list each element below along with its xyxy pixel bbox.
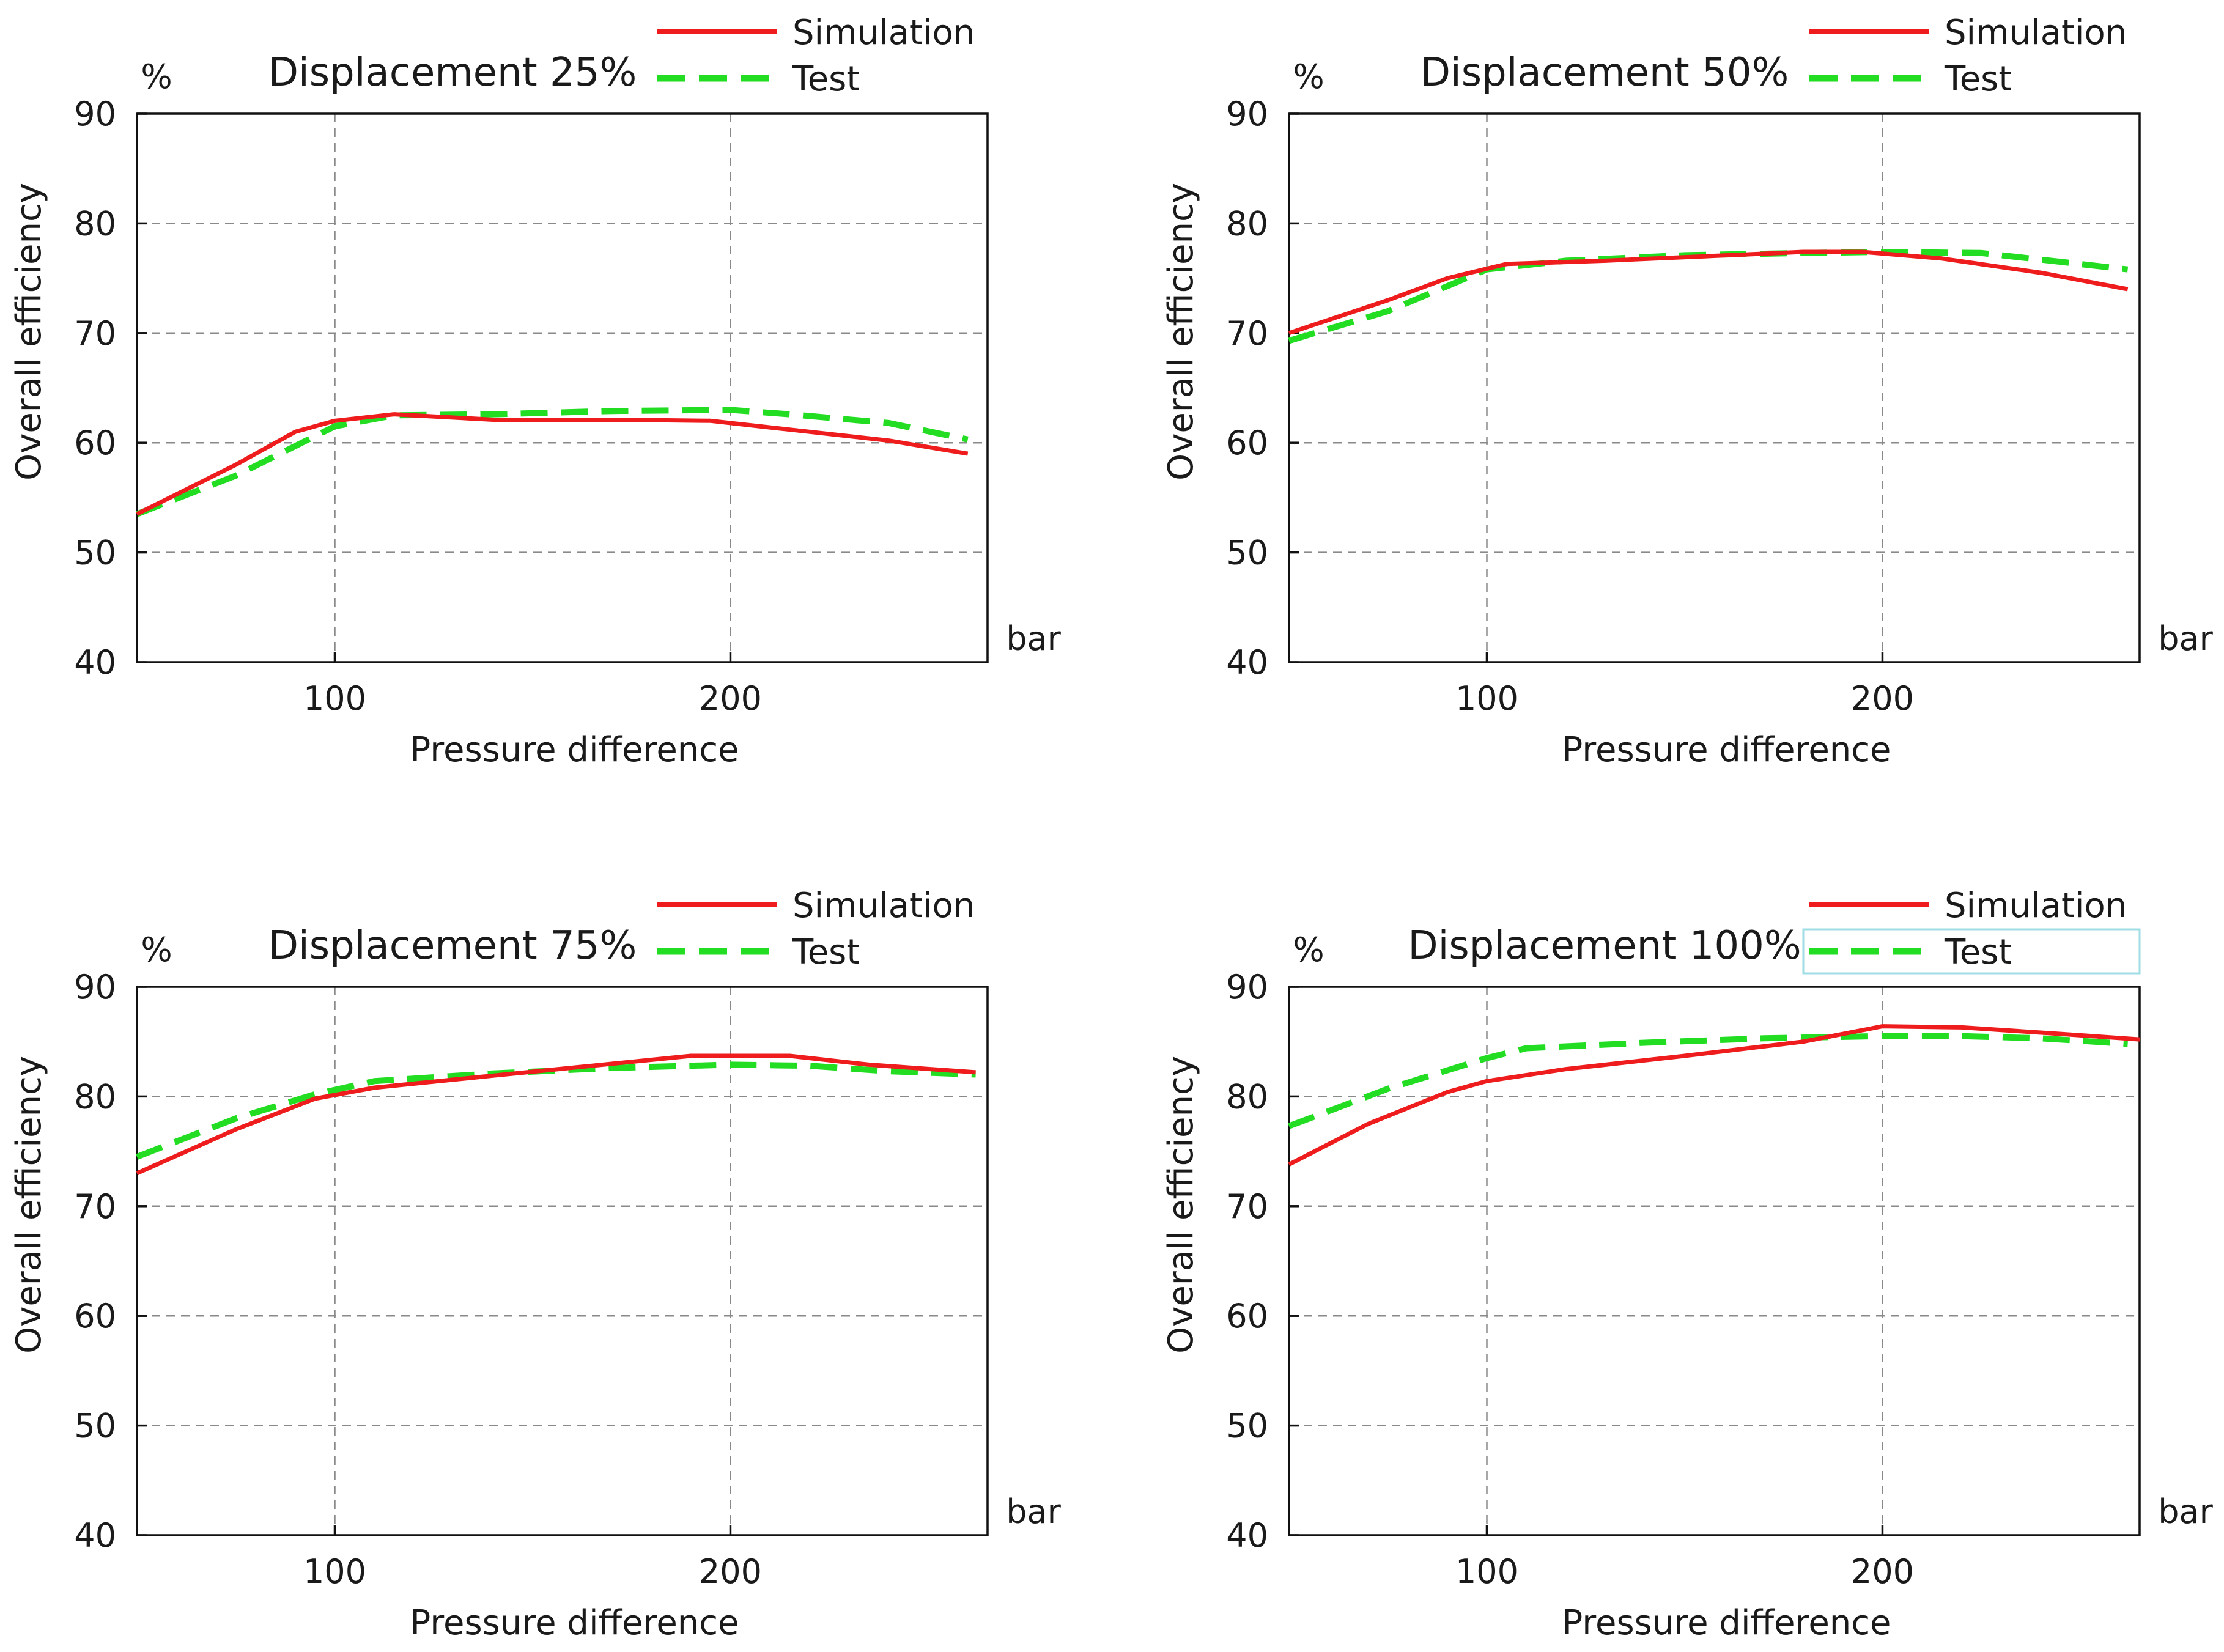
x-unit-label: bar	[2158, 619, 2213, 658]
y-tick-label: 80	[1226, 1077, 1268, 1116]
chart-title: Displacement 100%	[1408, 923, 1801, 968]
y-axis-label: Overall efficiency	[1161, 1056, 1201, 1354]
chart-panel-displacement-50: 40 50 60 70 80 90 100 200 Pressure difference Ove…	[1161, 13, 2214, 770]
x-tick-label: 100	[1455, 1552, 1518, 1591]
y-axis-label: Overall efficiency	[1161, 183, 1201, 481]
plot-area-frame	[1288, 112, 2141, 663]
y-tick-label: 50	[1226, 534, 1268, 572]
plot-area-frame	[136, 986, 989, 1536]
series-line-simulation	[1288, 1024, 2140, 1167]
series-line-test	[136, 1061, 976, 1160]
series-line-simulation	[136, 1053, 976, 1176]
y-tick-label: 40	[1226, 643, 1268, 682]
x-tick-label: 100	[303, 1552, 366, 1591]
x-axis-label: Pressure difference	[410, 1603, 739, 1643]
x-tick-label: 100	[303, 679, 366, 718]
y-axis-label: Overall efficiency	[9, 183, 49, 481]
y-tick-label: 50	[1226, 1407, 1268, 1445]
series-line-test	[1288, 1033, 2128, 1129]
plot-area-frame	[1288, 986, 2141, 1536]
y-unit-label: %	[141, 57, 172, 96]
y-tick-label: 90	[1226, 95, 1268, 133]
legend-label-simulation: Simulation	[792, 13, 975, 53]
legend-box	[1802, 928, 2141, 975]
legend-label-simulation: Simulation	[792, 886, 975, 926]
series-line-simulation	[136, 412, 969, 516]
legend-label-test: Test	[1944, 932, 2012, 972]
x-tick-label: 100	[1455, 679, 1518, 718]
x-unit-label: bar	[2158, 1492, 2213, 1531]
chart-title: Displacement 75%	[268, 923, 637, 968]
y-tick-label: 80	[1226, 204, 1268, 243]
chart-panel-displacement-25: 40 50 60 70 80 90 100 200 Pressure difference Ove…	[9, 13, 1062, 770]
x-unit-label: bar	[1006, 619, 1061, 658]
x-tick-label: 200	[1851, 679, 1914, 718]
y-tick-label: 90	[74, 95, 116, 133]
y-tick-label: 70	[74, 1187, 116, 1226]
legend-label-test: Test	[792, 932, 860, 972]
y-tick-label: 80	[74, 1077, 116, 1116]
chart-panel-displacement-75: 40 50 60 70 80 90 100 200 Pressure difference Ove…	[9, 886, 1062, 1643]
chart-panel-displacement-100: 40 50 60 70 80 90 100 200 Pressure difference Ove…	[1161, 886, 2214, 1643]
x-axis-label: Pressure difference	[1562, 1603, 1891, 1643]
y-unit-label: %	[1293, 931, 1324, 969]
plot-area-frame	[136, 112, 989, 663]
y-tick-label: 50	[74, 1407, 116, 1445]
y-tick-label: 60	[74, 424, 116, 462]
series-line-test	[136, 407, 969, 517]
legend-label-simulation: Simulation	[1945, 886, 2127, 926]
y-tick-label: 50	[74, 534, 116, 572]
series-line-simulation	[1288, 249, 2129, 336]
legend-label-simulation: Simulation	[1945, 13, 2127, 53]
y-tick-label: 40	[74, 643, 116, 682]
y-tick-label: 60	[1226, 424, 1268, 462]
legend-label-test: Test	[1944, 59, 2012, 99]
x-tick-label: 200	[699, 1552, 762, 1591]
x-tick-label: 200	[699, 679, 762, 718]
x-axis-label: Pressure difference	[410, 730, 739, 770]
y-axis-label: Overall efficiency	[9, 1056, 49, 1354]
chart-title: Displacement 25%	[268, 50, 637, 95]
y-tick-label: 70	[74, 314, 116, 353]
x-tick-label: 200	[1851, 1552, 1914, 1591]
y-tick-label: 70	[1226, 314, 1268, 353]
x-unit-label: bar	[1006, 1492, 1061, 1531]
y-tick-label: 60	[74, 1297, 116, 1335]
y-unit-label: %	[141, 931, 172, 969]
chart-title: Displacement 50%	[1420, 50, 1789, 95]
y-tick-label: 90	[1226, 968, 1268, 1006]
x-axis-label: Pressure difference	[1562, 730, 1891, 770]
y-tick-label: 90	[74, 968, 116, 1006]
y-tick-label: 80	[74, 204, 116, 243]
y-tick-label: 70	[1226, 1187, 1268, 1226]
y-tick-label: 60	[1226, 1297, 1268, 1335]
legend-label-test: Test	[792, 59, 860, 99]
y-tick-label: 40	[1226, 1516, 1268, 1555]
y-tick-label: 40	[74, 1516, 116, 1555]
y-unit-label: %	[1293, 57, 1324, 96]
